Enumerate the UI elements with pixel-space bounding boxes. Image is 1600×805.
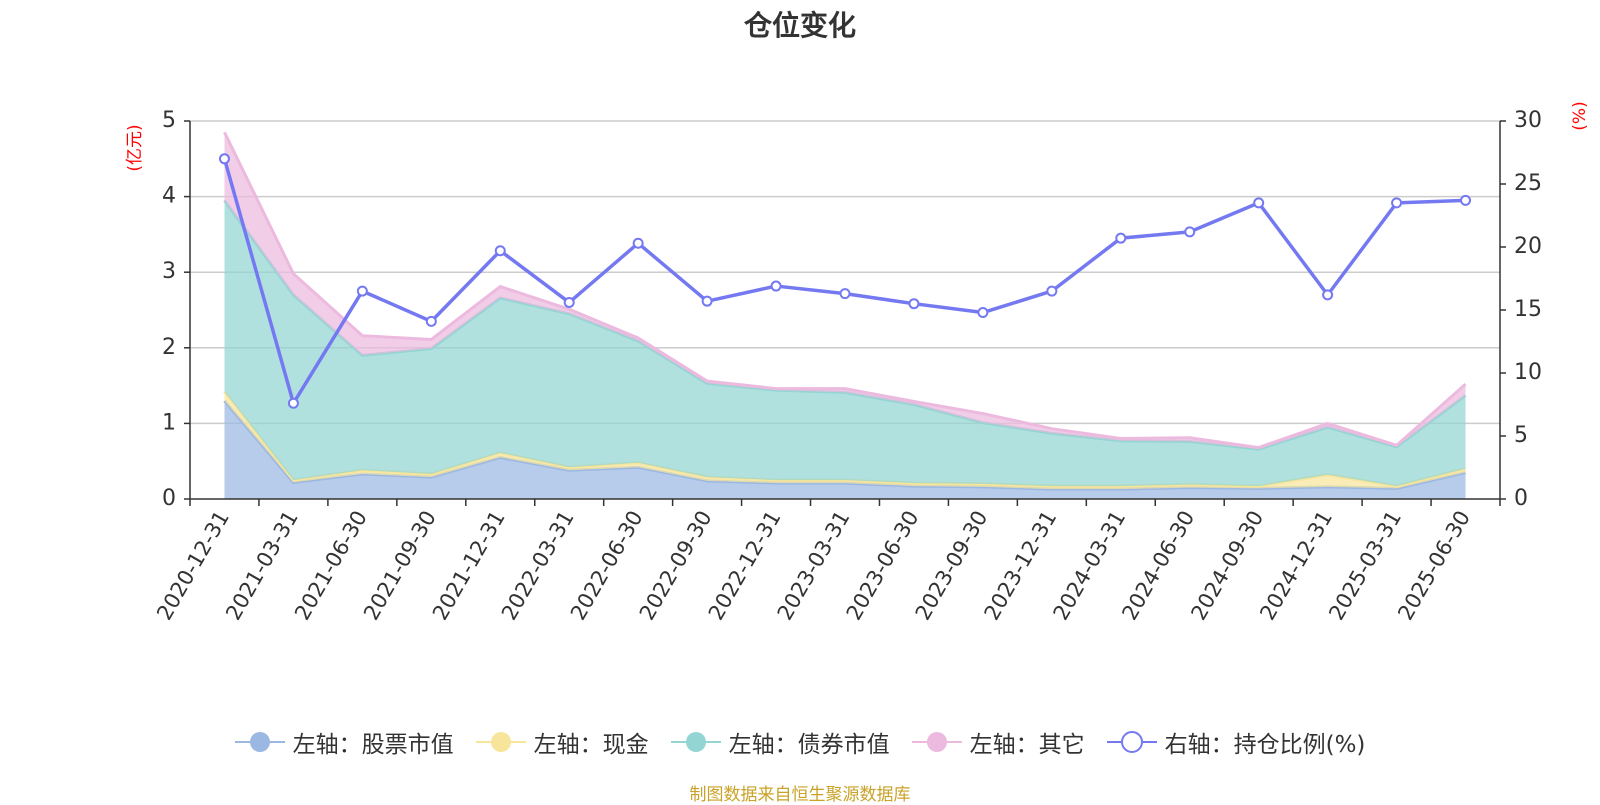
left-tick-label: 2	[162, 335, 176, 360]
x-tick-label: 2023-06-30	[842, 507, 924, 625]
area-series-2	[224, 200, 1466, 487]
right-tick-label: 30	[1514, 108, 1542, 133]
right-axis-unit: (%)	[1570, 101, 1590, 130]
ratio-point	[908, 298, 920, 310]
ratio-point	[494, 245, 506, 257]
legend-marker-icon	[911, 732, 962, 752]
ratio-point	[701, 295, 713, 307]
x-tick-label: 2022-12-31	[704, 507, 786, 625]
left-tick-label: 0	[162, 486, 176, 511]
ratio-point	[1322, 289, 1334, 301]
x-tick-label: 2025-06-30	[1393, 507, 1475, 625]
legend-item-3[interactable]: 左轴：其它	[911, 725, 1085, 759]
legend-label: 左轴：债券市值	[728, 732, 890, 758]
x-tick-label: 2021-06-30	[290, 507, 372, 625]
legend-item-0[interactable]: 左轴：股票市值	[234, 725, 454, 759]
right-tick-label: 15	[1514, 297, 1542, 322]
legend-label: 左轴：现金	[533, 732, 649, 758]
area-series-1	[224, 391, 1466, 490]
right-tick-label: 0	[1514, 486, 1528, 511]
ratio-point	[425, 315, 437, 327]
ratio-point	[1184, 226, 1196, 238]
legend-marker-icon	[1106, 731, 1157, 753]
ratio-point	[1046, 285, 1058, 297]
ratio-point	[770, 280, 782, 292]
right-tick-label: 20	[1514, 234, 1542, 259]
stacked-areas	[223, 131, 1467, 499]
legend-item-4[interactable]: 右轴：持仓比例(%)	[1106, 725, 1366, 759]
right-tick-label: 5	[1514, 423, 1528, 448]
x-tick-label: 2020-12-31	[152, 507, 234, 625]
left-tick-label: 4	[162, 184, 176, 209]
ratio-line	[218, 153, 1472, 409]
ratio-point	[1253, 197, 1265, 209]
left-tick-label: 1	[162, 410, 176, 435]
x-tick-label: 2023-03-31	[773, 507, 855, 625]
x-tick-label: 2022-09-30	[635, 507, 717, 625]
legend-marker-icon	[234, 732, 285, 752]
ratio-point	[632, 237, 644, 249]
x-tick-label: 2024-09-30	[1186, 507, 1268, 625]
source-note: 制图数据来自恒生聚源数据库	[689, 785, 911, 805]
ratio-point	[356, 285, 368, 297]
ratio-point	[287, 397, 299, 409]
right-tick-label: 25	[1514, 171, 1542, 196]
ratio-point	[1391, 197, 1403, 209]
ratio-point	[1460, 194, 1472, 206]
x-tick-label: 2022-06-30	[566, 507, 648, 625]
x-tick-label: 2023-09-30	[911, 507, 993, 625]
x-tick-label: 2022-03-31	[497, 507, 579, 625]
x-tick-label: 2024-03-31	[1049, 507, 1131, 625]
ratio-point	[1115, 232, 1127, 244]
x-tick-label: 2021-12-31	[428, 507, 510, 625]
ratio-point	[977, 307, 989, 319]
x-tick-label: 2021-03-31	[221, 507, 303, 625]
legend-marker-icon	[670, 732, 721, 752]
x-tick-label: 2023-12-31	[980, 507, 1062, 625]
area-edge-series-3	[223, 131, 1467, 450]
x-tick-label: 2024-06-30	[1117, 507, 1199, 625]
left-tick-label: 3	[162, 259, 176, 284]
legend: 左轴：股票市值 左轴：现金 左轴：债券市值 左轴：其它 右轴：持仓比例(%)	[0, 722, 1600, 762]
legend-marker-icon	[475, 732, 526, 752]
x-tick-label: 2024-12-31	[1255, 507, 1337, 625]
left-tick-label: 5	[162, 108, 176, 133]
legend-label: 右轴：持仓比例(%)	[1164, 732, 1366, 758]
x-tick-label: 2025-03-31	[1324, 507, 1406, 625]
ratio-point	[218, 153, 230, 165]
left-axis-unit: (亿元)	[125, 124, 145, 171]
chart-title: 仓位变化	[743, 9, 856, 42]
ratio-point	[839, 288, 851, 300]
ratio-point	[563, 296, 575, 308]
right-tick-label: 10	[1514, 360, 1542, 385]
legend-item-2[interactable]: 左轴：债券市值	[670, 725, 890, 759]
legend-label: 左轴：其它	[969, 732, 1085, 758]
legend-item-1[interactable]: 左轴：现金	[475, 725, 649, 759]
x-tick-label: 2021-09-30	[359, 507, 441, 625]
legend-label: 左轴：股票市值	[292, 732, 454, 758]
area-series-0	[224, 400, 1466, 499]
